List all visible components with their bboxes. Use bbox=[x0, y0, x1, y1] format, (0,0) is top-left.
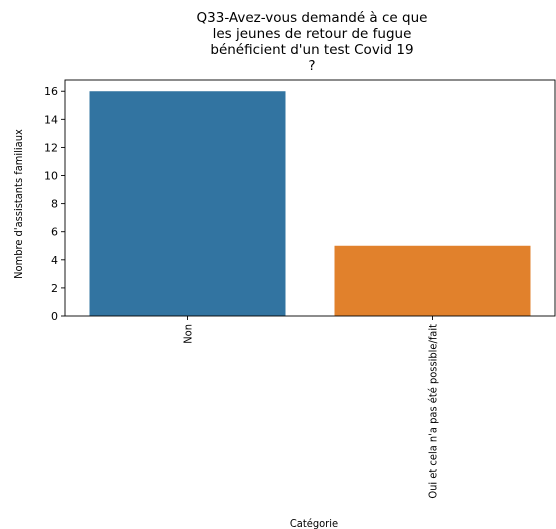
chart-title: Q33-Avez-vous demandé à ce que les jeune… bbox=[197, 10, 428, 74]
y-tick-label: 0 bbox=[51, 310, 58, 323]
y-tick-label: 10 bbox=[44, 170, 58, 183]
y-tick-label: 4 bbox=[51, 254, 58, 267]
x-axis: Non Oui et cela n'a pas été possible/fait bbox=[182, 316, 440, 499]
y-tick-label: 16 bbox=[44, 85, 58, 98]
chart-title-line: Q33-Avez-vous demandé à ce que bbox=[197, 10, 428, 26]
y-tick-label: 14 bbox=[44, 113, 58, 126]
y-tick-label: 8 bbox=[51, 198, 58, 211]
bar bbox=[89, 91, 286, 316]
bars bbox=[89, 91, 531, 316]
x-tick-label: Non bbox=[182, 324, 195, 344]
x-tick-label: Oui et cela n'a pas été possible/fait bbox=[427, 324, 440, 499]
chart-title-line: les jeunes de retour de fugue bbox=[213, 26, 412, 42]
chart-title-line: ? bbox=[308, 58, 315, 74]
x-axis-label: Catégorie bbox=[290, 517, 338, 529]
y-tick-label: 12 bbox=[44, 141, 58, 154]
y-tick-label: 6 bbox=[51, 226, 58, 239]
chart-title-line: bénéficient d'un test Covid 19 bbox=[210, 42, 413, 58]
bar bbox=[334, 245, 531, 316]
y-axis: 0 2 4 6 8 10 12 14 16 bbox=[44, 85, 65, 323]
plot-frame bbox=[64, 79, 556, 317]
y-tick-label: 2 bbox=[51, 282, 58, 295]
y-axis-label: Nombre d'assistants familiaux bbox=[12, 129, 25, 279]
